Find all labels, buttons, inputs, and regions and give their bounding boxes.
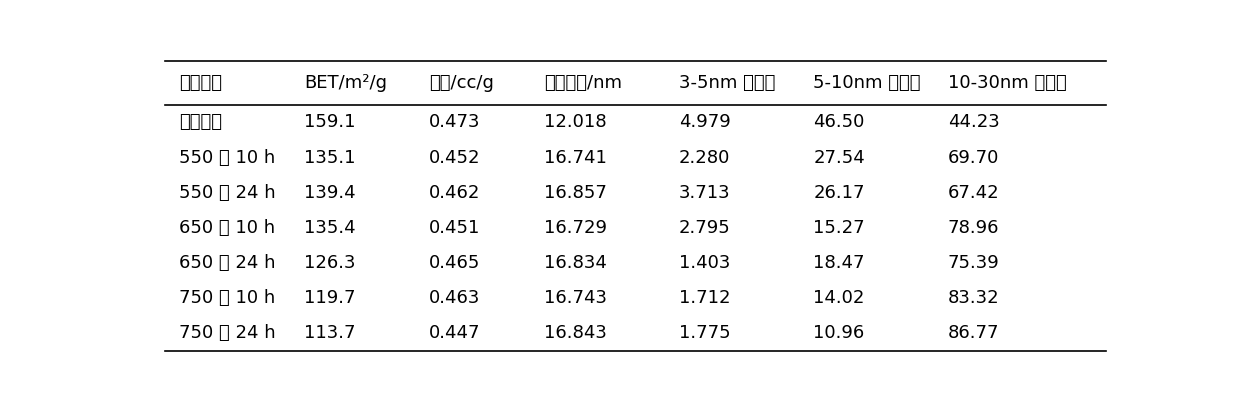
Text: 处理条件: 处理条件 [179,74,222,92]
Text: 0.451: 0.451 [429,219,480,237]
Text: 0.447: 0.447 [429,324,480,343]
Text: 119.7: 119.7 [304,289,356,307]
Text: 15.27: 15.27 [813,219,866,237]
Text: 16.834: 16.834 [544,254,608,272]
Text: 16.741: 16.741 [544,149,608,166]
Text: 2.280: 2.280 [678,149,730,166]
Text: 650 度 10 h: 650 度 10 h [179,219,275,237]
Text: 16.843: 16.843 [544,324,608,343]
Text: 159.1: 159.1 [304,113,356,131]
Text: 16.729: 16.729 [544,219,608,237]
Text: 135.4: 135.4 [304,219,356,237]
Text: 18.47: 18.47 [813,254,864,272]
Text: 135.1: 135.1 [304,149,356,166]
Text: 16.857: 16.857 [544,184,608,202]
Text: 3.713: 3.713 [678,184,730,202]
Text: 12.018: 12.018 [544,113,606,131]
Text: 126.3: 126.3 [304,254,356,272]
Text: 0.473: 0.473 [429,113,480,131]
Text: 4.979: 4.979 [678,113,730,131]
Text: 750 度 24 h: 750 度 24 h [179,324,275,343]
Text: 75.39: 75.39 [947,254,999,272]
Text: 14.02: 14.02 [813,289,864,307]
Text: 46.50: 46.50 [813,113,864,131]
Text: 750 度 10 h: 750 度 10 h [179,289,275,307]
Text: 2.795: 2.795 [678,219,730,237]
Text: 86.77: 86.77 [947,324,999,343]
Text: 69.70: 69.70 [947,149,999,166]
Text: 83.32: 83.32 [947,289,999,307]
Text: 1.403: 1.403 [678,254,730,272]
Text: 27.54: 27.54 [813,149,866,166]
Text: 16.743: 16.743 [544,289,608,307]
Text: 0.462: 0.462 [429,184,480,202]
Text: 67.42: 67.42 [947,184,999,202]
Text: 1.712: 1.712 [678,289,730,307]
Text: 硅铝载体: 硅铝载体 [179,113,222,131]
Text: 550 度 10 h: 550 度 10 h [179,149,275,166]
Text: 78.96: 78.96 [947,219,999,237]
Text: 平均孔径/nm: 平均孔径/nm [544,74,622,92]
Text: 139.4: 139.4 [304,184,356,202]
Text: 10-30nm 孔比例: 10-30nm 孔比例 [947,74,1066,92]
Text: 5-10nm 孔比例: 5-10nm 孔比例 [813,74,921,92]
Text: 10.96: 10.96 [813,324,864,343]
Text: 0.452: 0.452 [429,149,480,166]
Text: 113.7: 113.7 [304,324,356,343]
Text: 0.463: 0.463 [429,289,480,307]
Text: 3-5nm 孔比例: 3-5nm 孔比例 [678,74,775,92]
Text: 650 度 24 h: 650 度 24 h [179,254,275,272]
Text: 26.17: 26.17 [813,184,864,202]
Text: BET/m²/g: BET/m²/g [304,74,387,92]
Text: 1.775: 1.775 [678,324,730,343]
Text: 孔容/cc/g: 孔容/cc/g [429,74,494,92]
Text: 0.465: 0.465 [429,254,480,272]
Text: 44.23: 44.23 [947,113,999,131]
Text: 550 度 24 h: 550 度 24 h [179,184,275,202]
